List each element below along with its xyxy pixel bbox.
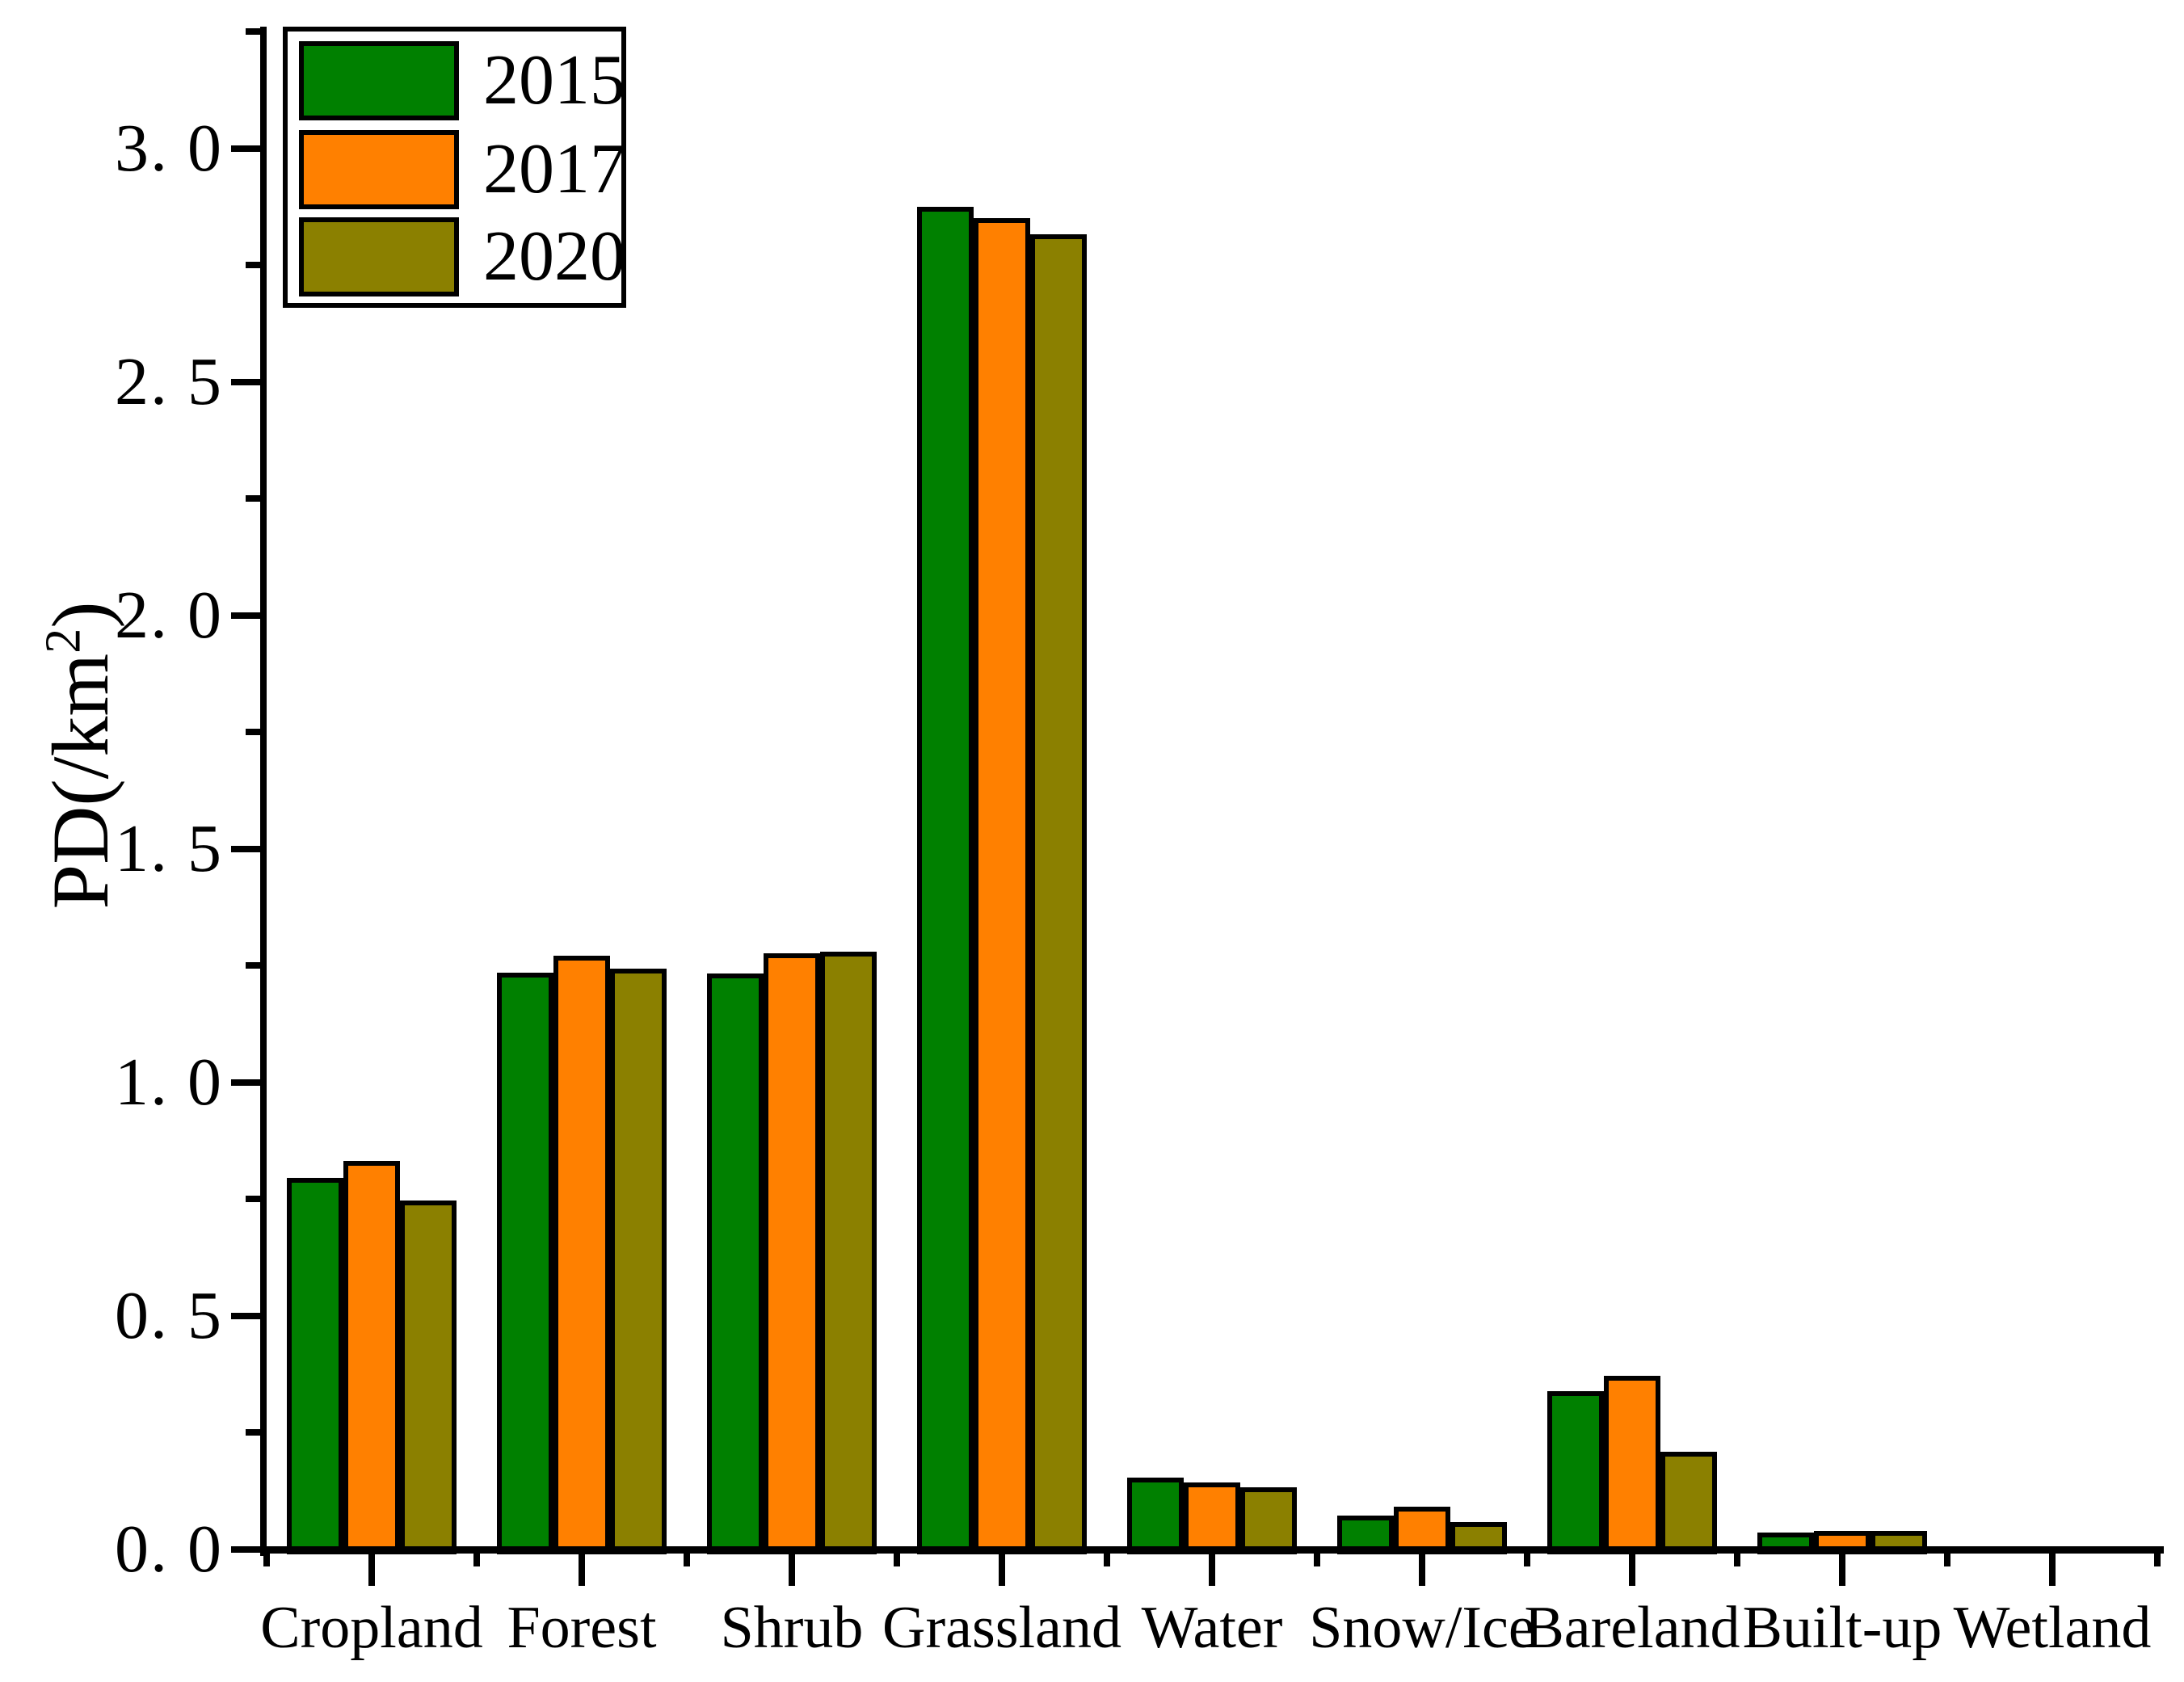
y-tick-label: 0. 5 — [115, 1278, 223, 1353]
x-minor-tick — [1734, 1554, 1740, 1566]
x-minor-tick — [894, 1554, 900, 1566]
x-category-label-grassland: Grassland — [882, 1595, 1121, 1661]
bar-bareland-2020 — [1660, 1452, 1717, 1554]
x-minor-tick — [1524, 1554, 1530, 1566]
x-major-tick — [789, 1554, 795, 1586]
x-major-tick — [1839, 1554, 1845, 1586]
x-axis-line — [260, 1546, 2164, 1554]
x-minor-tick — [263, 1554, 270, 1566]
legend-label: 2015 — [483, 41, 625, 120]
legend-row-2020: 2020 — [299, 217, 625, 296]
x-major-tick — [1419, 1554, 1425, 1586]
bar-forest-2017 — [553, 956, 610, 1554]
x-major-tick — [1629, 1554, 1635, 1586]
bar-water-2020 — [1240, 1487, 1297, 1554]
y-tick-label: 2. 5 — [115, 344, 223, 419]
y-major-tick — [231, 612, 260, 619]
y-major-tick — [231, 846, 260, 852]
x-minor-tick — [473, 1554, 480, 1566]
legend-row-2017: 2017 — [299, 130, 625, 209]
y-major-tick — [231, 1079, 260, 1086]
x-major-tick — [2049, 1554, 2056, 1586]
bar-grassland-2015 — [917, 207, 974, 1554]
y-tick-label: 2. 0 — [115, 578, 223, 653]
y-major-tick — [231, 1546, 260, 1553]
y-minor-tick — [246, 729, 260, 735]
legend-label: 2020 — [483, 217, 625, 296]
legend-row-2015: 2015 — [299, 41, 625, 120]
y-minor-tick — [246, 262, 260, 268]
x-category-label-shrub: Shrub — [720, 1595, 864, 1661]
bar-shrub-2017 — [764, 953, 820, 1554]
x-major-tick — [368, 1554, 375, 1586]
y-major-tick — [231, 379, 260, 385]
bar-shrub-2020 — [820, 952, 877, 1554]
bar-forest-2020 — [610, 969, 667, 1554]
y-major-tick — [231, 1313, 260, 1319]
bar-bareland-2015 — [1547, 1391, 1604, 1554]
x-minor-tick — [1314, 1554, 1320, 1566]
y-minor-tick — [246, 962, 260, 969]
x-category-label-wetland: Wetland — [1953, 1595, 2152, 1661]
x-category-label-cropland: Cropland — [260, 1595, 483, 1661]
x-major-tick — [579, 1554, 585, 1586]
bar-cropland-2017 — [343, 1161, 400, 1554]
bar-cropland-2015 — [287, 1178, 343, 1554]
y-tick-label: 3. 0 — [115, 111, 223, 186]
bar-shrub-2015 — [707, 973, 764, 1554]
legend-label: 2017 — [483, 130, 625, 208]
x-category-label-water: Water — [1141, 1595, 1283, 1661]
x-major-tick — [1209, 1554, 1215, 1586]
bar-bareland-2017 — [1604, 1376, 1660, 1554]
x-minor-tick — [1104, 1554, 1110, 1566]
y-minor-tick — [246, 1196, 260, 1202]
bar-water-2015 — [1127, 1478, 1184, 1554]
y-tick-label: 1. 0 — [115, 1045, 223, 1120]
x-minor-tick — [684, 1554, 690, 1566]
y-axis-line — [260, 27, 267, 1556]
x-minor-tick — [1944, 1554, 1950, 1566]
legend-swatch-2020 — [299, 217, 459, 296]
legend-swatch-2017 — [299, 130, 459, 209]
y-tick-label: 1. 5 — [115, 811, 223, 886]
legend-swatch-2015 — [299, 41, 459, 120]
x-category-label-built-up: Built-up — [1742, 1595, 1942, 1661]
y-minor-tick — [246, 28, 260, 35]
bar-grassland-2017 — [974, 218, 1030, 1554]
x-category-label-forest: Forest — [507, 1595, 657, 1661]
y-major-tick — [231, 145, 260, 152]
y-minor-tick — [246, 495, 260, 502]
x-minor-tick — [2154, 1554, 2161, 1566]
x-category-label-bareland: Bareland — [1524, 1595, 1740, 1661]
bar-cropland-2020 — [400, 1201, 457, 1554]
y-tick-label: 0. 0 — [115, 1512, 223, 1587]
bar-water-2017 — [1184, 1482, 1240, 1554]
x-major-tick — [999, 1554, 1005, 1586]
x-category-label-snow-ice: Snow/Ice — [1309, 1595, 1535, 1661]
bar-grassland-2020 — [1030, 234, 1087, 1554]
y-minor-tick — [246, 1429, 260, 1436]
legend: 2015 2017 2020 — [283, 27, 626, 308]
bar-forest-2015 — [497, 973, 553, 1554]
